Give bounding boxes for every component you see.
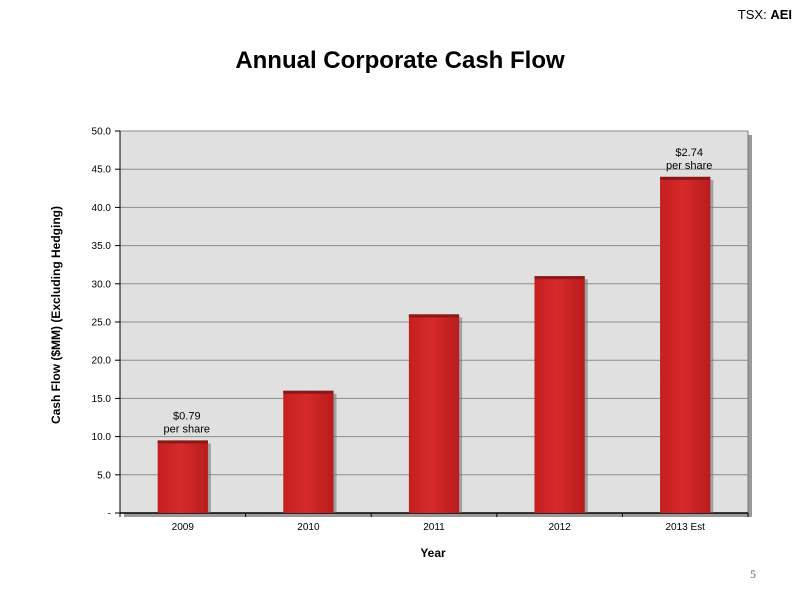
y-tick-label: - [108,509,111,520]
bar [157,440,208,513]
ticker-symbol: AEI [770,7,792,22]
bar [283,390,334,513]
y-tick-label: 5.0 [97,470,111,481]
x-tick-label: 2013 Est [665,522,705,533]
bar [408,314,460,513]
bar [534,276,585,513]
x-axis-title: Year [420,546,446,560]
bar-top-cap [283,390,334,394]
page-number: 5 [750,567,756,581]
bar-top-cap [660,176,711,180]
x-tick-label: 2011 [423,522,445,533]
y-axis-title: Cash Flow ($MM) (Excluding Hedging) [49,206,63,424]
bar-top-cap [157,440,208,444]
ticker-label: TSX: AEI [738,7,792,22]
x-tick-label: 2010 [297,522,320,533]
y-tick-label: 15.0 [92,394,112,405]
per-share-annotation: per share [666,160,712,172]
per-share-annotation: $0.79 [173,410,201,422]
y-tick-label: 40.0 [92,203,112,214]
y-tick-label: 25.0 [92,318,112,329]
y-tick-label: 20.0 [92,356,112,367]
y-tick-label: 45.0 [92,165,112,176]
ticker-prefix: TSX: [737,7,767,22]
bar-top-cap [408,314,460,318]
chart-title: Annual Corporate Cash Flow [235,47,565,74]
y-tick-label: 50.0 [92,127,112,138]
bar-top-cap [534,276,585,280]
y-tick-label: 35.0 [92,241,112,252]
bar [660,176,711,513]
x-tick-label: 2009 [172,522,195,533]
y-tick-label: 10.0 [92,432,112,443]
y-tick-label: 30.0 [92,279,112,290]
x-tick-label: 2012 [548,522,571,533]
per-share-annotation: $2.74 [675,147,703,159]
per-share-annotation: per share [164,423,210,435]
